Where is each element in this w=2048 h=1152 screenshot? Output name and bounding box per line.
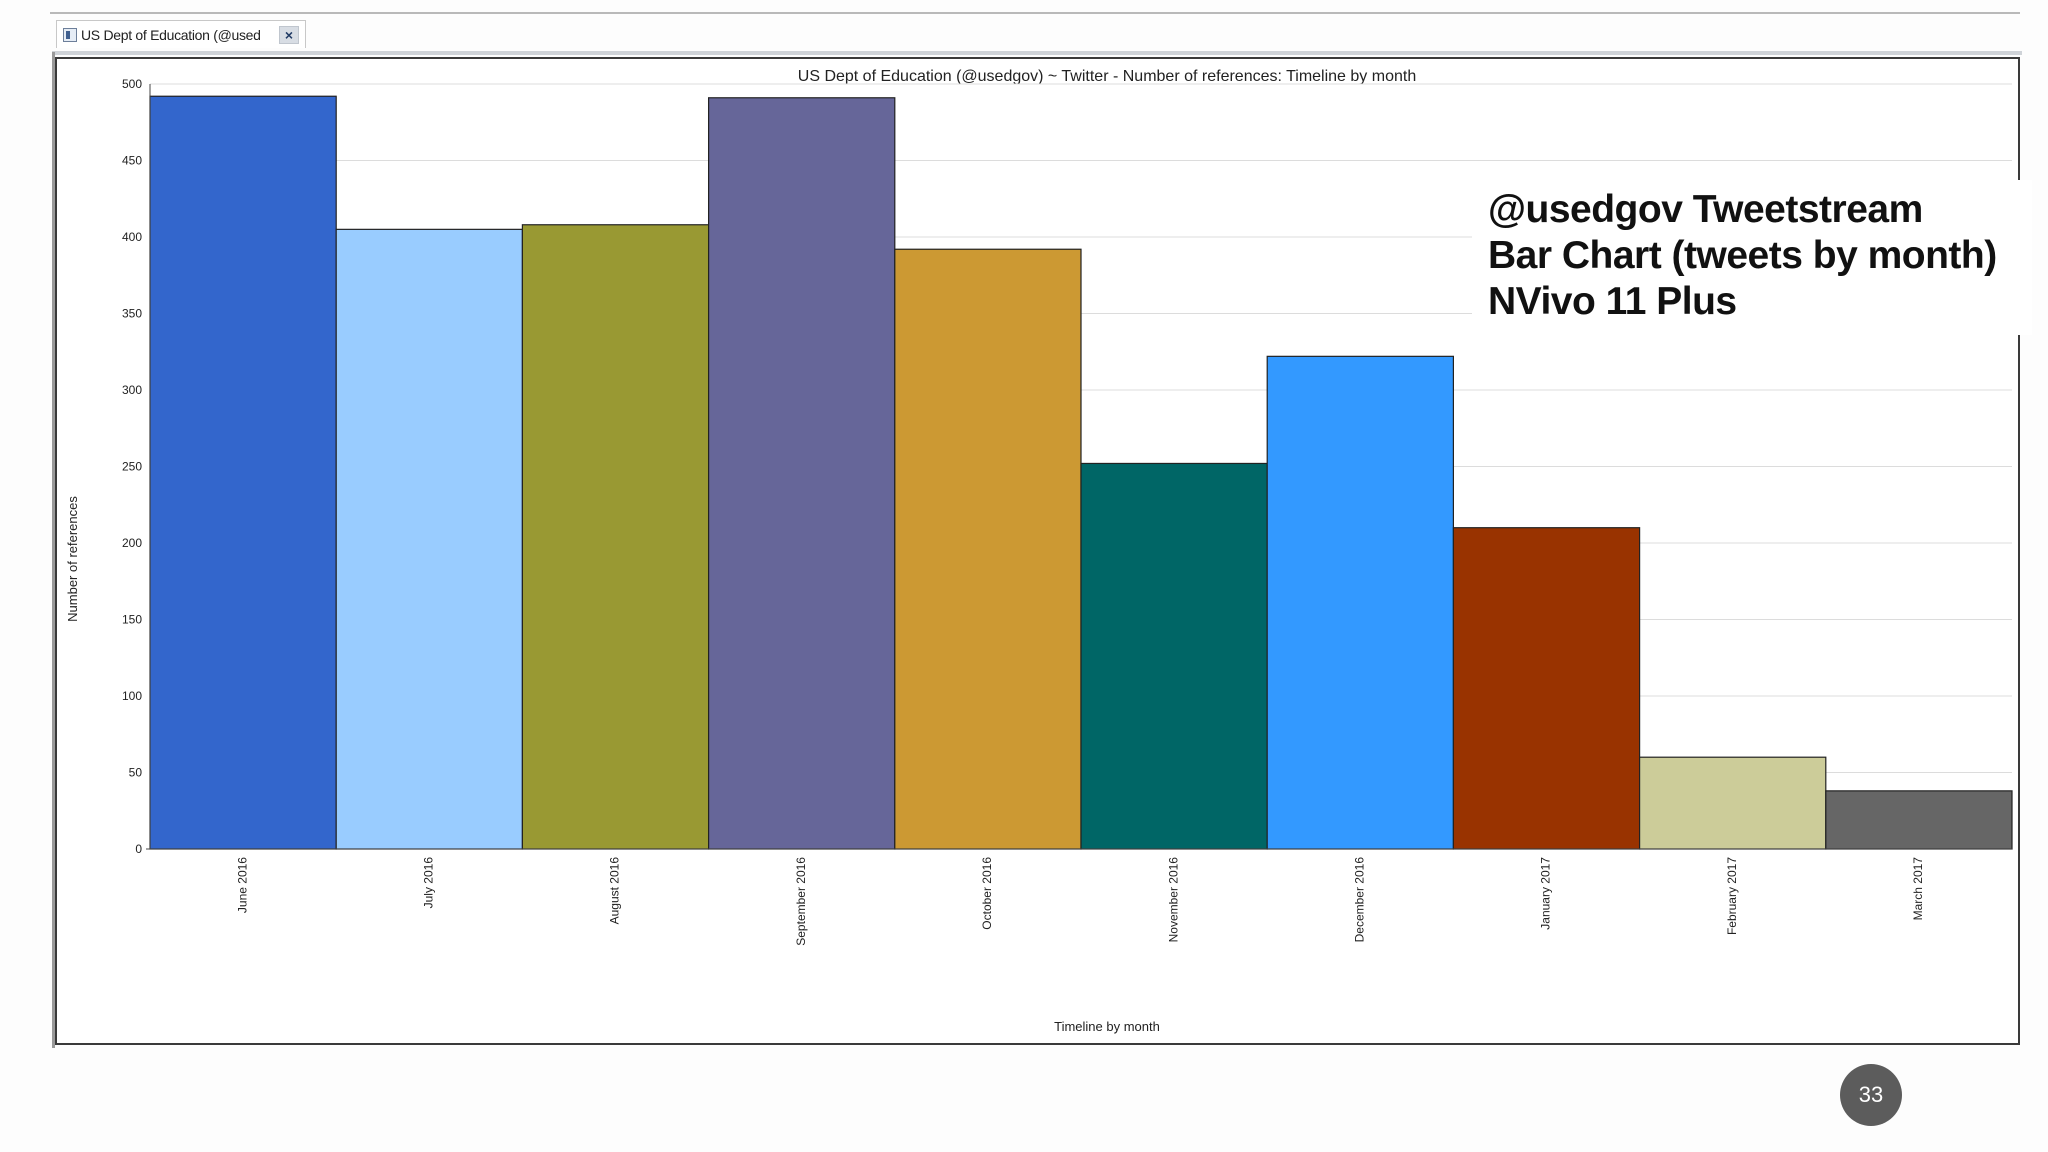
y-tick-label: 50 [129,766,143,780]
y-tick-label: 350 [122,307,142,321]
chart-document-icon [63,27,77,42]
x-tick-label: December 2016 [1352,857,1366,943]
y-tick-label: 500 [122,77,142,91]
bar-november-2016[interactable] [1080,462,1268,850]
x-tick-label: October 2016 [980,857,994,930]
chart-title: US Dept of Education (@usedgov) ~ Twitte… [798,68,1416,85]
x-tick-label: July 2016 [421,857,435,909]
y-tick-label: 100 [122,689,142,703]
x-tick-label: January 2017 [1539,857,1553,930]
x-tick-label: November 2016 [1166,857,1180,943]
x-tick-label: March 2017 [1911,857,1925,921]
annotation-line-1: @usedgov Tweetstream [1488,188,1923,231]
annotation-box [1472,180,2032,335]
annotation-line-3: NVivo 11 Plus [1488,280,1737,323]
y-tick-label: 250 [122,460,142,474]
window-edge [52,52,55,1048]
tab-label: US Dept of Education (@used [81,26,261,43]
y-tick-label: 150 [122,613,142,627]
y-tick-label: 400 [122,230,142,244]
x-tick-label: September 2016 [794,857,808,946]
bar-september-2016[interactable] [707,97,896,850]
bar-december-2016[interactable] [1266,355,1454,850]
bar-august-2016[interactable] [521,224,710,850]
bar-january-2017[interactable] [1452,527,1641,850]
y-tick-label: 0 [135,842,142,856]
x-axis-label: Timeline by month [1054,1019,1160,1034]
y-tick-label: 300 [122,383,142,397]
bar-october-2016[interactable] [894,248,1082,850]
bar-july-2016[interactable] [335,228,524,850]
bar-june-2016[interactable] [149,95,337,850]
tab-close-button[interactable]: × [279,26,299,44]
annotation-line-2: Bar Chart (tweets by month) [1488,234,1997,277]
chart-panel: US Dept of Education (@usedgov) ~ Twitte… [55,57,2020,1045]
app-window [50,12,2020,1047]
y-axis-label: Number of references [65,496,80,622]
x-tick-label: June 2016 [235,857,249,913]
bar-march-2017[interactable] [1825,790,2013,850]
x-tick-label: February 2017 [1725,857,1739,935]
y-tick-label: 200 [122,536,142,550]
x-tick-label: August 2016 [608,857,622,925]
tab-strip [52,51,2022,55]
y-tick-label: 450 [122,154,142,168]
page-number-badge: 33 [1840,1064,1902,1126]
bar-february-2017[interactable] [1638,756,1827,850]
document-tab[interactable]: US Dept of Education (@used × [56,20,306,48]
bar-chart: US Dept of Education (@usedgov) ~ Twitte… [65,68,2013,1034]
